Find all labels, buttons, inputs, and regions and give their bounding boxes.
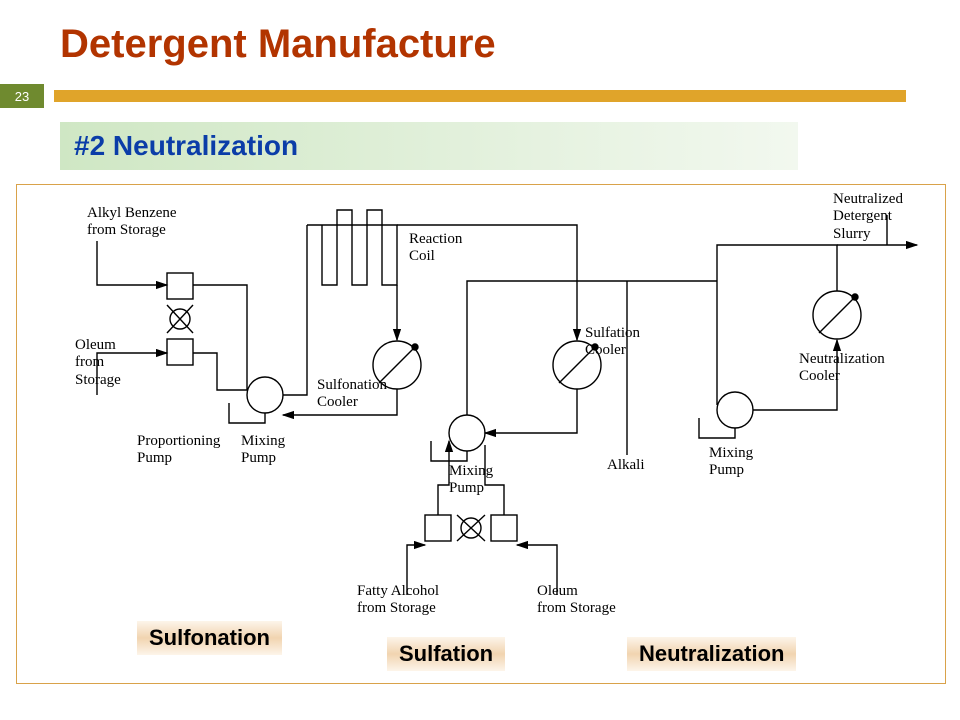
label-sulfation-cooler: SulfationCooler [585, 325, 640, 360]
label-mixing-pump-1: MixingPump [241, 433, 285, 468]
label-sulfonation-cooler: SulfonationCooler [317, 377, 387, 412]
process-diagram-frame: Alkyl Benzenefrom Storage OleumfromStora… [16, 184, 946, 684]
label-oleum: OleumfromStorage [75, 337, 121, 389]
section-neutralization: Neutralization [627, 637, 796, 671]
label-reaction-coil: ReactionCoil [409, 231, 462, 266]
label-alkyl-benzene: Alkyl Benzenefrom Storage [87, 205, 177, 240]
label-alkali: Alkali [607, 457, 645, 474]
label-mixing-pump-2: MixingPump [449, 463, 493, 498]
subtitle: #2 Neutralization [60, 122, 798, 170]
section-sulfation: Sulfation [387, 637, 505, 671]
label-neutralization-cooler: NeutralizationCooler [799, 351, 885, 386]
label-mixing-pump-3: MixingPump [709, 445, 753, 480]
label-prop-pump: ProportioningPump [137, 433, 220, 468]
label-oleum-2: Oleumfrom Storage [537, 583, 616, 618]
section-sulfonation: Sulfonation [137, 621, 282, 655]
slide-title: Detergent Manufacture [60, 22, 496, 67]
label-fatty-alcohol: Fatty Alcoholfrom Storage [357, 583, 439, 618]
page-number-badge: 23 [0, 84, 44, 108]
label-neutralized-slurry: NeutralizedDetergentSlurry [833, 191, 903, 243]
accent-bar [54, 90, 906, 102]
